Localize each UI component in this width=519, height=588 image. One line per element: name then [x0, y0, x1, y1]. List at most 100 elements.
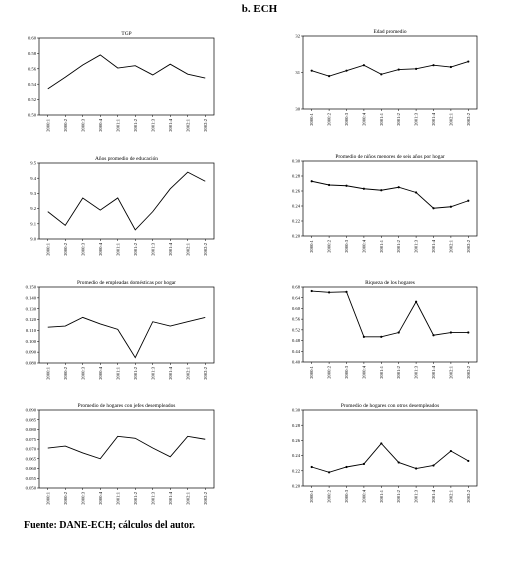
x-tick-label: 2000:1 — [45, 366, 50, 379]
y-tick-label: 0.48 — [292, 338, 301, 343]
x-tick-label: 2000:2 — [63, 118, 68, 131]
x-tick-label: 2001:1 — [115, 366, 120, 379]
data-point — [415, 67, 418, 70]
y-tick-label: 0.130 — [26, 306, 37, 311]
chart-title: Promedio de empleadas domésticas por hog… — [77, 280, 176, 286]
y-tick-label: 0.055 — [26, 476, 37, 481]
series-line — [311, 61, 469, 77]
y-tick-label: 0.080 — [26, 427, 37, 432]
data-point — [310, 465, 313, 469]
y-tick-label: 9.3 — [30, 191, 36, 196]
y-tick-label: 0.24 — [292, 204, 301, 209]
data-point — [449, 65, 452, 69]
y-tick-label: 0.52 — [292, 327, 301, 332]
data-point — [467, 459, 470, 463]
x-tick-label: 2001:2 — [133, 242, 138, 255]
plot-frame — [38, 162, 215, 240]
x-tick-label: 2000:2 — [327, 239, 332, 252]
x-tick-label: 2001:4 — [431, 489, 436, 502]
y-tick-label: 0.54 — [28, 82, 37, 87]
y-tick-label: 9.4 — [30, 176, 36, 181]
data-point — [432, 464, 435, 467]
x-tick-label: 2000:1 — [309, 112, 314, 125]
series-line — [311, 180, 469, 209]
y-tick-label: 0.080 — [26, 361, 37, 366]
data-point — [432, 334, 435, 337]
y-tick-label: 0.22 — [292, 468, 301, 473]
x-tick-label: 2002:1 — [185, 242, 190, 255]
x-tick-label: 2001:1 — [115, 491, 120, 504]
chart-title: Edad promedio — [373, 29, 406, 35]
chart-1: TGP 0.50 0.52 0.54 0.56 0.58 0.60 2000:1 2000:2 2… — [28, 31, 215, 132]
series-line — [311, 290, 469, 338]
chart-6: Riqueza de los hogares 0.40 0.44 0.48 0.52 0.… — [292, 280, 478, 379]
x-tick-label: 2000:3 — [80, 366, 85, 379]
data-point — [397, 68, 400, 71]
x-tick-label: 2001:1 — [379, 365, 384, 378]
x-tick-label: 2000:2 — [63, 242, 68, 255]
y-tick-label: 0.050 — [26, 486, 37, 491]
chart-title: Promedio de hogares con otros desemplead… — [341, 403, 439, 409]
y-tick-label: 32 — [295, 34, 300, 39]
x-tick-label: 2000:4 — [361, 112, 366, 125]
x-tick-label: 2001:1 — [379, 239, 384, 252]
x-tick-label: 2001:1 — [379, 489, 384, 502]
y-tick-label: 0.44 — [292, 349, 301, 354]
x-tick-label: 2000:2 — [327, 489, 332, 502]
data-point — [328, 183, 331, 187]
data-point — [328, 75, 331, 78]
data-point — [432, 64, 435, 67]
data-point — [432, 207, 435, 210]
y-tick-label: 0.26 — [292, 438, 301, 443]
y-tick-label: 0.090 — [26, 408, 37, 413]
x-tick-label: 2002:1 — [448, 239, 453, 252]
y-tick-label: 0.50 — [28, 113, 37, 118]
x-tick-label: 2002:1 — [185, 118, 190, 131]
plot-frame — [302, 160, 478, 237]
x-tick-label: 2001:1 — [379, 112, 384, 125]
series-line — [47, 316, 206, 359]
data-point — [449, 205, 452, 208]
data-point — [362, 335, 365, 338]
x-tick-label: 2001:4 — [168, 491, 173, 504]
y-tick-label: 0.100 — [26, 339, 37, 344]
y-tick-label: 9.0 — [30, 237, 36, 242]
chart-3: Años promedio de educación 9.0 9.1 9.2 9.3 9.… — [30, 156, 215, 256]
y-tick-label: 0.20 — [292, 484, 301, 489]
y-tick-label: 0.22 — [292, 219, 301, 224]
y-tick-label: 9.1 — [30, 221, 36, 226]
x-tick-label: 2000:2 — [63, 366, 68, 379]
y-tick-label: 0.28 — [292, 423, 301, 428]
data-point — [310, 180, 313, 183]
x-tick-label: 2000:4 — [361, 489, 366, 502]
plot-frame — [38, 286, 215, 364]
x-tick-label: 2001:3 — [414, 489, 419, 502]
data-point — [345, 465, 348, 469]
chart-grid: TGP 0.50 0.52 0.54 0.56 0.58 0.60 2000:1 2000:2 2… — [26, 29, 478, 505]
y-tick-label: 0.60 — [28, 36, 37, 41]
y-tick-label: 0.58 — [28, 51, 37, 56]
chart-title: Promedio de niños menores de seis años p… — [335, 154, 444, 160]
x-tick-label: 2000:1 — [45, 491, 50, 504]
y-tick-label: 0.30 — [292, 408, 301, 413]
y-tick-label: 0.40 — [292, 360, 301, 365]
y-tick-label: 0.52 — [28, 97, 37, 102]
y-tick-label: 31 — [295, 70, 300, 75]
data-point — [467, 331, 470, 334]
y-tick-label: 9.5 — [30, 161, 36, 166]
x-tick-label: 2000:3 — [344, 239, 349, 252]
plot-frame — [38, 37, 215, 116]
data-point — [415, 300, 418, 303]
x-tick-label: 2001:4 — [431, 365, 436, 378]
chart-5: Promedio de empleadas domésticas por hog… — [26, 280, 215, 380]
data-point — [467, 199, 470, 202]
data-point — [380, 189, 383, 192]
x-tick-label: 2001:2 — [133, 491, 138, 504]
x-tick-label: 2001:3 — [150, 491, 155, 504]
y-tick-label: 0.070 — [26, 447, 37, 452]
plot-frame — [302, 286, 478, 363]
x-tick-label: 2001:4 — [431, 112, 436, 125]
data-point — [449, 449, 452, 453]
chart-title: Riqueza de los hogares — [365, 280, 415, 286]
data-point — [328, 471, 331, 474]
